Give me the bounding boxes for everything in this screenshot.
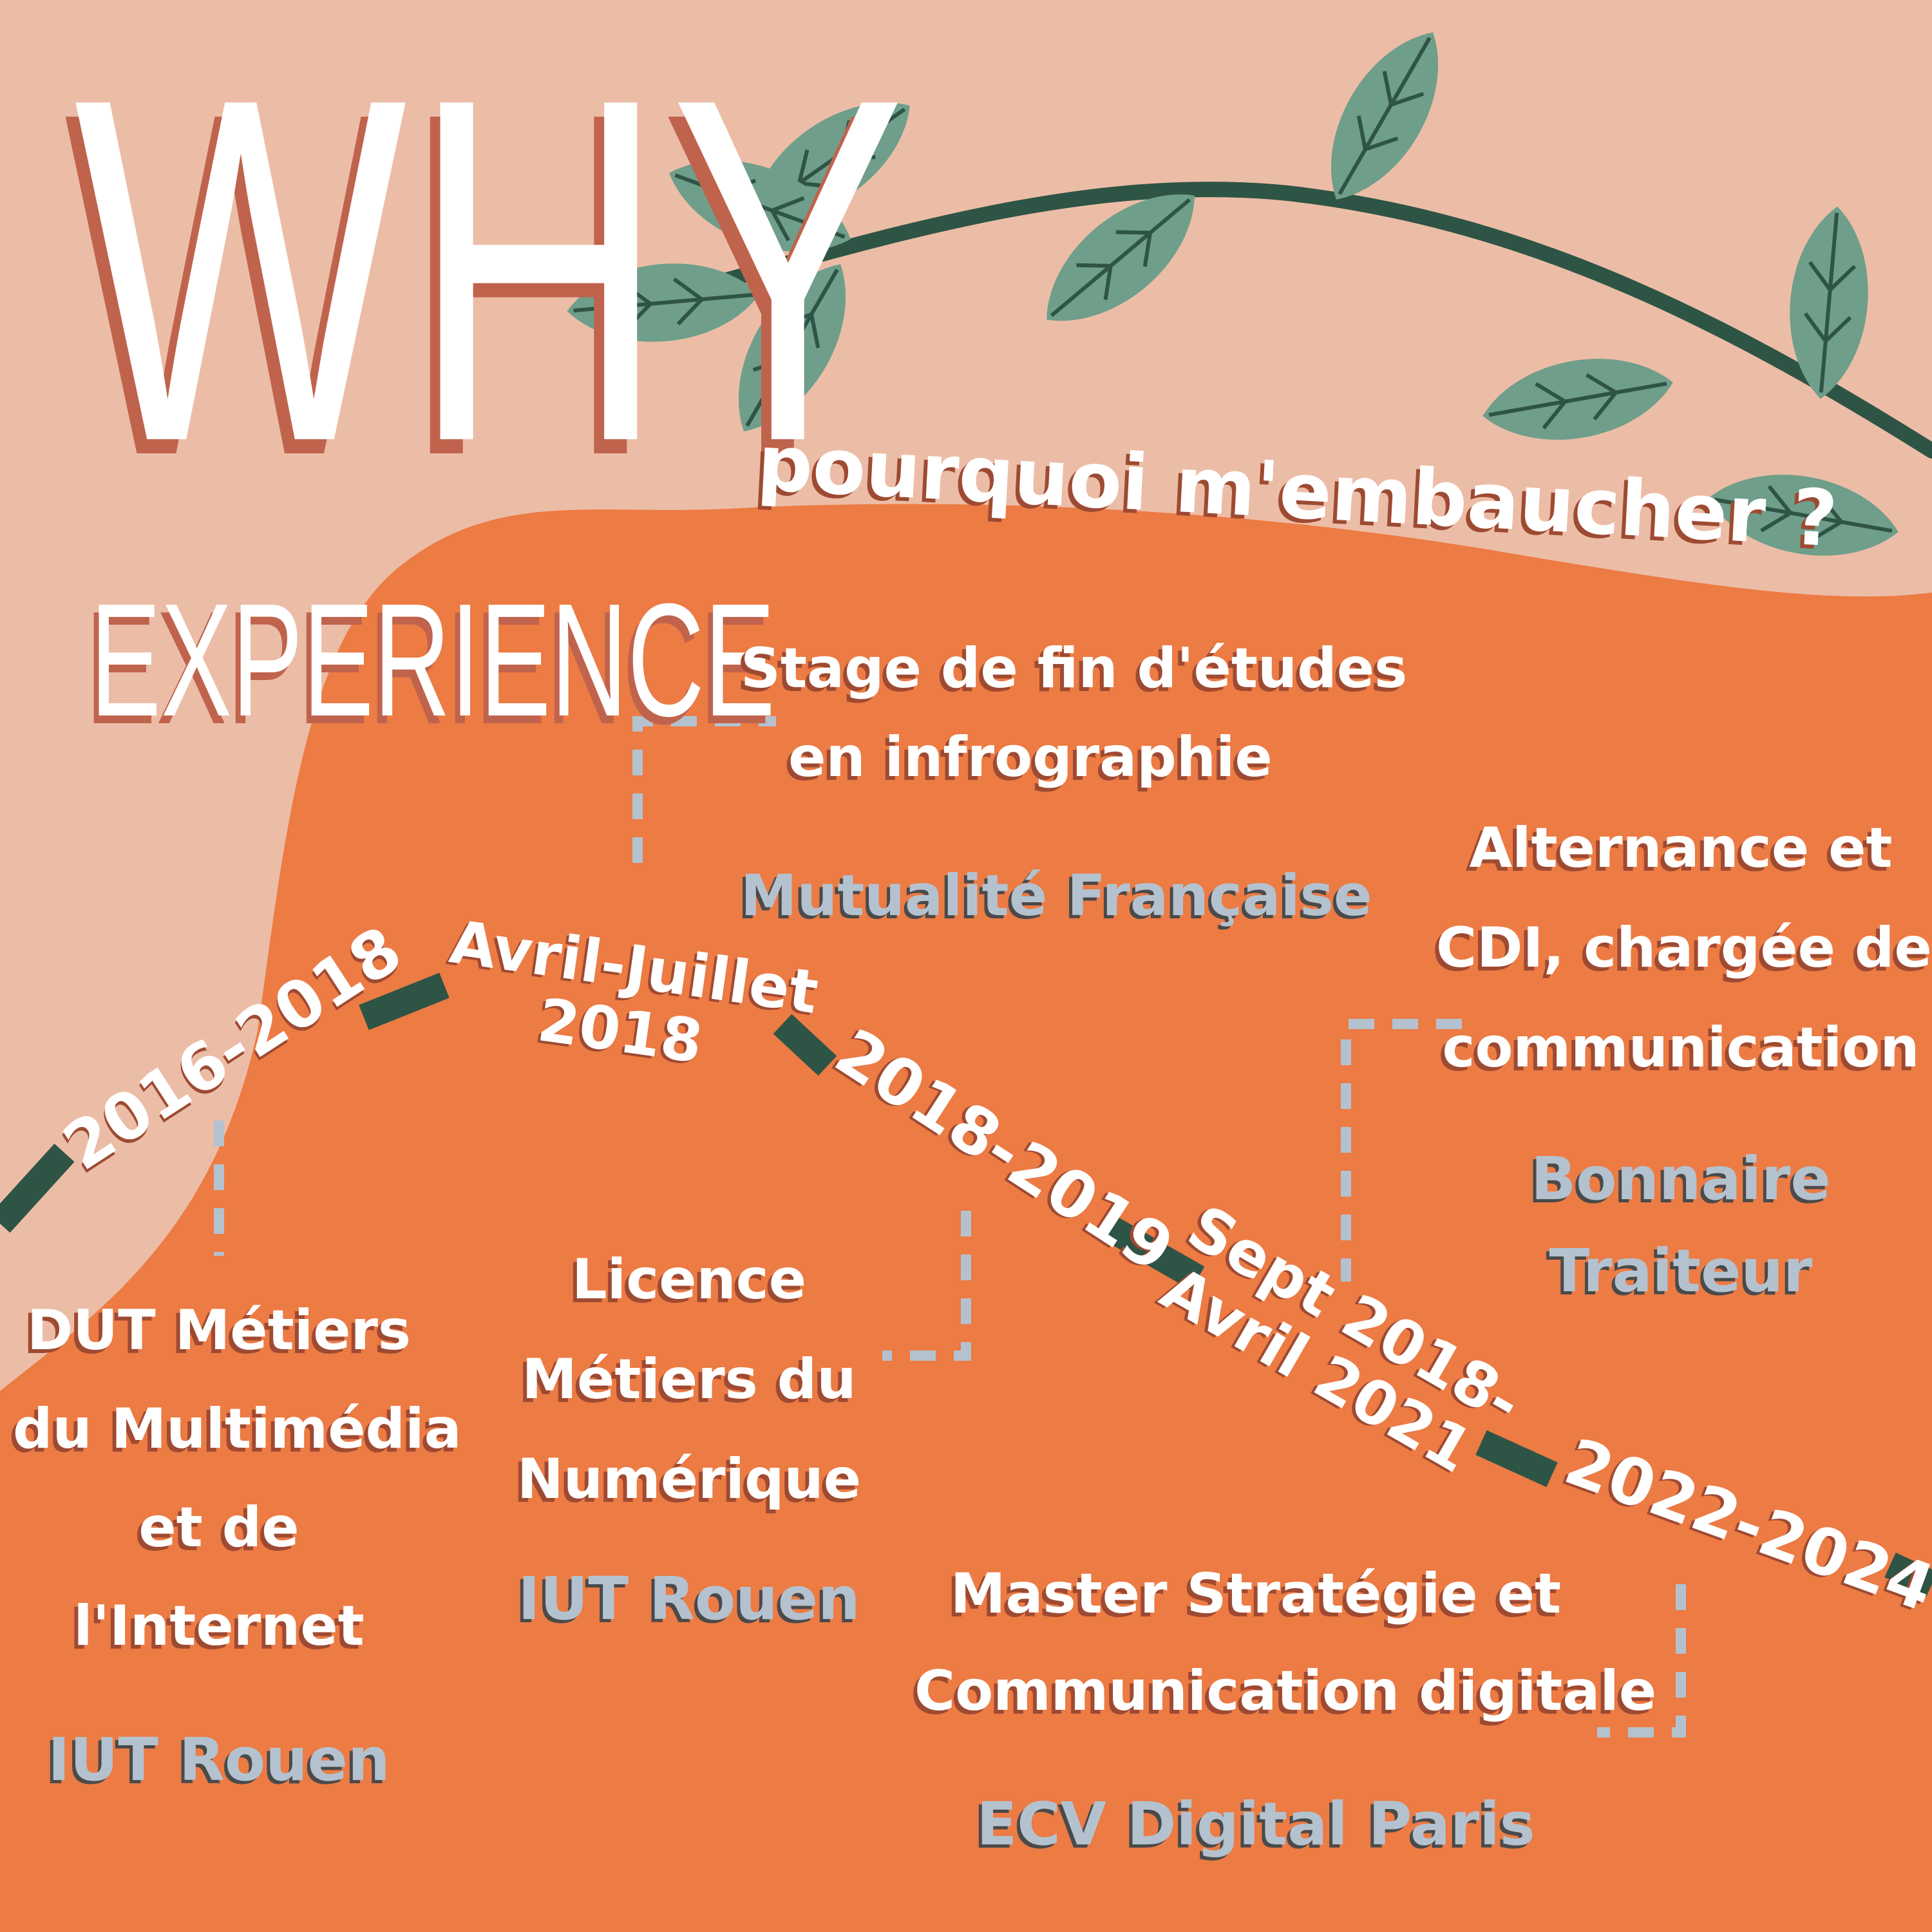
entry-line: Communication digitale bbox=[914, 1658, 1657, 1723]
leaf-3 bbox=[567, 263, 760, 342]
leaf-vein bbox=[1803, 213, 1857, 393]
entry-dut: DUT Métiers du Multimédia et de l'Intern… bbox=[13, 1282, 462, 1676]
leaf-5 bbox=[1046, 194, 1195, 321]
entry-line: Stage de fin d'études bbox=[741, 636, 1408, 701]
connector-licence bbox=[882, 1211, 971, 1361]
leaf-vein bbox=[1050, 198, 1191, 317]
title-why: WHY bbox=[74, 0, 911, 544]
entry-line: Master Stratégie et bbox=[950, 1562, 1562, 1626]
org-bonnaire-traiteur: Bonnaire Traiteur bbox=[1436, 1133, 1926, 1317]
leaf-vein bbox=[573, 277, 753, 330]
leaf-vein bbox=[1714, 485, 1893, 542]
leaf-vein bbox=[1338, 37, 1432, 195]
entry-master: Master Stratégie et Communication digita… bbox=[914, 1546, 1657, 1739]
leaf-4 bbox=[738, 264, 846, 431]
leaf-vein bbox=[755, 108, 906, 214]
section-experience: EXPERIENCE bbox=[90, 570, 775, 750]
leaf-8 bbox=[1790, 206, 1868, 399]
entry-line: DUT Métiers bbox=[26, 1298, 412, 1363]
vine-leaves bbox=[567, 32, 1899, 556]
entry-line: du Multimédia bbox=[13, 1397, 462, 1462]
leaf-2 bbox=[669, 160, 851, 252]
leaf-7 bbox=[1482, 359, 1673, 440]
entry-line: Licence bbox=[571, 1247, 807, 1312]
connector-lines bbox=[214, 716, 1686, 1738]
entry-alternance: Alternance et CDI, chargée de communicat… bbox=[1436, 799, 1932, 1097]
leaf-vein bbox=[1488, 373, 1667, 430]
org-iut-rouen-2: IUT Rouen bbox=[518, 1564, 860, 1633]
entry-line: Alternance et bbox=[1469, 816, 1893, 880]
org-mutualite-francaise: Mutualité Française bbox=[741, 862, 1372, 929]
leaf-6 bbox=[1331, 32, 1439, 200]
entry-licence: Licence Métiers du Numérique bbox=[509, 1230, 869, 1529]
connector-stage bbox=[632, 716, 776, 863]
entry-stage: Stage de fin d'études en infrographie bbox=[741, 625, 1408, 802]
entry-line: en infrographie bbox=[788, 724, 1273, 790]
connector-alternance bbox=[1341, 1019, 1462, 1282]
entry-line: Numérique bbox=[516, 1446, 862, 1511]
org-line: Traiteur bbox=[1549, 1236, 1813, 1305]
org-line: Bonnaire bbox=[1531, 1144, 1831, 1213]
org-ecv-digital-paris: ECV Digital Paris bbox=[976, 1790, 1535, 1859]
leaf-vein bbox=[674, 173, 846, 242]
entry-line: et de bbox=[138, 1495, 299, 1560]
leaf-vein bbox=[745, 269, 839, 427]
org-iut-rouen-1: IUT Rouen bbox=[48, 1725, 390, 1794]
entry-line: l'Internet bbox=[73, 1594, 365, 1659]
entry-line: CDI, chargée de bbox=[1436, 915, 1932, 980]
timeline-path bbox=[0, 972, 1932, 1597]
vine-stem bbox=[707, 182, 1932, 459]
entry-line: communication bbox=[1442, 1015, 1920, 1080]
entry-line: Métiers du bbox=[522, 1347, 857, 1412]
leaf-9 bbox=[1708, 475, 1899, 556]
connector-master bbox=[1597, 1584, 1686, 1738]
